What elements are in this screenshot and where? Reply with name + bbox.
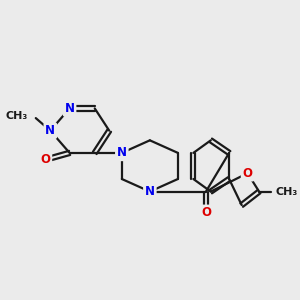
Text: N: N [117,146,127,159]
Text: O: O [201,206,211,219]
Text: N: N [145,185,155,198]
Text: N: N [64,102,75,115]
Text: CH₃: CH₃ [275,187,298,196]
Text: O: O [40,153,50,166]
Text: N: N [45,124,55,137]
Text: CH₃: CH₃ [6,111,28,121]
Text: O: O [242,167,253,180]
